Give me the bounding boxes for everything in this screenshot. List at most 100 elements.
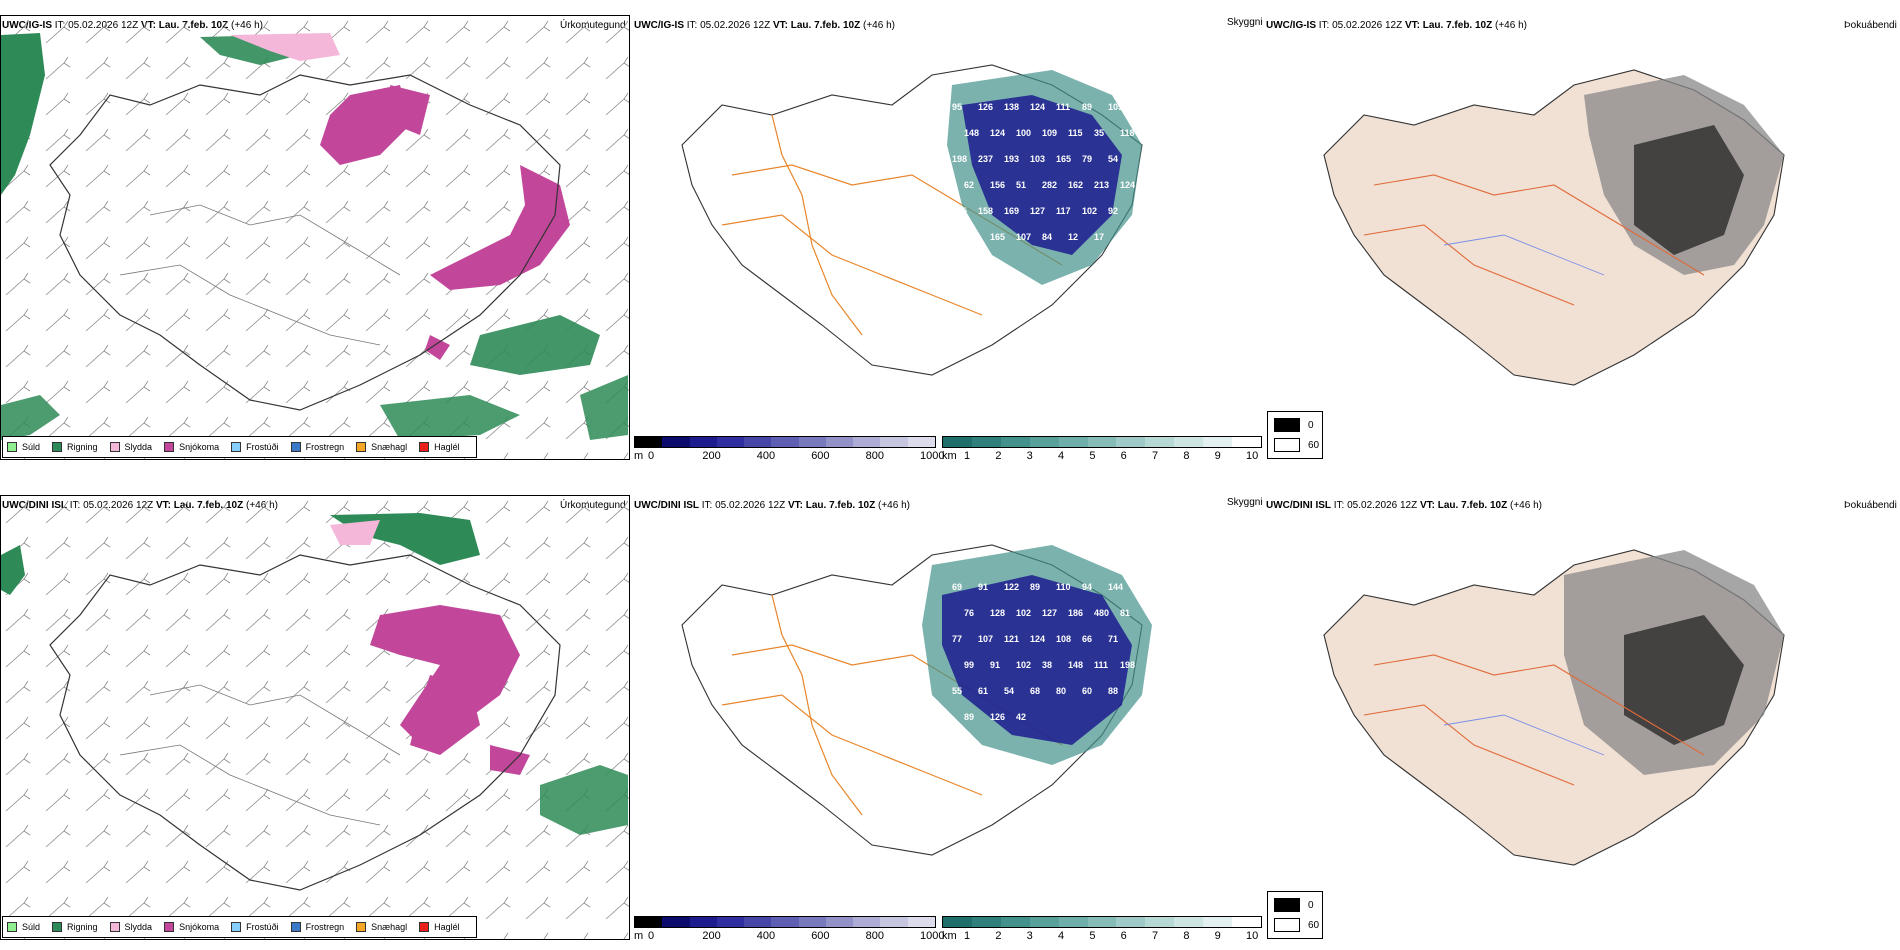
snow-depth-label: 91 (978, 582, 988, 592)
colorbar-tick: 600 (811, 930, 830, 942)
colorbar-cell (1203, 437, 1233, 447)
legend-swatch (356, 922, 367, 932)
legend-item: Súld (7, 442, 40, 452)
legend-swatch (231, 922, 242, 932)
snow-depth-label: 213 (1094, 180, 1109, 190)
colorbar-unit: m (634, 930, 644, 942)
snow-area (320, 85, 410, 165)
colorbar-tick: 200 (702, 450, 721, 462)
colorbar-cell (853, 917, 881, 927)
colorbar-cell (744, 437, 772, 447)
colorbar-cell (1145, 437, 1175, 447)
snow-depth-label: 110 (1056, 582, 1071, 592)
snow-depth-label: 115 (1068, 128, 1083, 138)
forecast-row-2: UWC/DINI ISL IT: 05.02.2026 12Z VT: Lau.… (0, 480, 1900, 950)
snow-depth-label: 111 (1056, 102, 1070, 112)
colorbar-cell (853, 437, 881, 447)
valid-time-label: VT: (1419, 500, 1435, 511)
legend-swatch (1274, 918, 1300, 932)
colorbar-cell (798, 917, 826, 927)
colorbar-cell (1087, 437, 1117, 447)
colorbar-tick: 6 (1120, 930, 1127, 942)
valid-time: Lau. 7.feb. 10Z (1437, 500, 1508, 511)
snow-depth-label: 148 (1068, 660, 1083, 670)
map-frame (0, 495, 630, 940)
snow-depth-label: 148 (964, 128, 979, 138)
road-network (721, 214, 983, 316)
colorbar-cell (662, 437, 690, 447)
colorbar-ticks: m 0 200 400 600 800 1000 (634, 450, 944, 464)
snow-depth-label: 100 (1016, 128, 1031, 138)
legend-swatch (1274, 438, 1300, 452)
snow-depth-label: 79 (1082, 154, 1092, 164)
visibility-map: 95 126 138 124 111 89 105 148 124 100 109 115 35 118 1… (681, 64, 1143, 376)
wind-barbs (1, 496, 629, 939)
colorbar-tick: 5 (1089, 930, 1096, 942)
model-name: UWC/IG-IS (634, 20, 684, 31)
legend-item: Haglél (419, 442, 460, 452)
init-time-label: IT: (1318, 20, 1330, 31)
visibility-colorbar: km 1 2 3 4 5 6 7 8 9 10 (942, 916, 1262, 944)
visibility-title: Skyggni (1227, 17, 1263, 28)
colorbar-tick: 600 (811, 450, 830, 462)
fog-index-map (1323, 69, 1785, 386)
snow-area (425, 335, 450, 360)
snow-depth-label: 76 (964, 608, 974, 618)
init-time-label: IT: (686, 20, 698, 31)
iceland-coastline (49, 74, 561, 411)
river-network (1443, 234, 1605, 276)
colorbar-cell (943, 917, 972, 927)
colorbar-tick: 8 (1183, 930, 1190, 942)
visibility-map: 69 91 122 89 110 94 144 76 128 102 127 186 480 81 77 10… (681, 544, 1152, 856)
snow-depth-label: 71 (1108, 634, 1118, 644)
snow-depth-label: 186 (1068, 608, 1083, 618)
snow-depth-label: 88 (1108, 686, 1118, 696)
colorbar-tick: 2 (995, 450, 1002, 462)
colorbar-cell (1000, 917, 1030, 927)
fog-index-panel: UWC/IG-IS IT: 05.02.2026 12Z VT: Lau. 7.… (1264, 0, 1900, 470)
snow-depth-label: 128 (990, 608, 1005, 618)
colorbar-cell (1116, 437, 1146, 447)
colorbar-cell (1000, 437, 1030, 447)
snow-depth-label: 107 (978, 634, 993, 644)
snow-depth-label: 124 (1030, 102, 1045, 112)
colorbar-tick: 7 (1152, 450, 1159, 462)
snow-depth-labels: 69 91 122 89 110 94 144 76 128 102 127 186 480 81 77 10… (952, 582, 1135, 722)
legend-swatch (164, 922, 175, 932)
fog-area (1634, 125, 1744, 255)
fog-index-title: Þokuábendi (1844, 500, 1897, 511)
snow-depth-label: 165 (990, 232, 1005, 242)
colorbar-cell (1145, 917, 1175, 927)
snow-depth-label: 17 (1094, 232, 1104, 242)
snow-depth-label: 94 (1082, 582, 1092, 592)
valid-time-label: VT: (1404, 20, 1420, 31)
road-network (119, 264, 381, 346)
legend-item: 0 (1274, 898, 1314, 912)
valid-time: Lau. 7.feb. 10Z (1422, 20, 1493, 31)
colorbar-tick: 9 (1214, 450, 1221, 462)
road-network (771, 114, 863, 336)
snow-depth-labels: 95 126 138 124 111 89 105 148 124 100 109 115 35 118 1… (952, 102, 1135, 242)
snow-depth-label: 178 (964, 232, 979, 242)
snow-depth-label: 68 (1030, 686, 1040, 696)
snow-depth-label: 89 (1082, 102, 1092, 112)
legend-item: Slydda (109, 442, 152, 452)
valid-time: Lau. 7.feb. 10Z (805, 500, 876, 511)
colorbar-tick: 0 (648, 450, 655, 462)
snow-depth-label: 91 (990, 660, 1000, 670)
colorbar-cell (635, 437, 663, 447)
road-network (1373, 174, 1705, 276)
snow-depth-label: 107 (1016, 232, 1031, 242)
colorbar-cell (971, 437, 1001, 447)
colorbar-cell (1116, 917, 1146, 927)
rain-area (470, 315, 600, 375)
model-name: UWC/IG-IS (1266, 20, 1316, 31)
snow-depth-label: 81 (1120, 608, 1130, 618)
colorbar-cell (1203, 917, 1233, 927)
legend-swatch (109, 922, 120, 932)
colorbar-tick: 10 (1246, 930, 1259, 942)
colorbar-tick: 10 (1246, 450, 1259, 462)
colorbar-cell (880, 437, 908, 447)
snow-depth-label: 62 (964, 180, 974, 190)
colorbar-tick: 0 (648, 930, 655, 942)
